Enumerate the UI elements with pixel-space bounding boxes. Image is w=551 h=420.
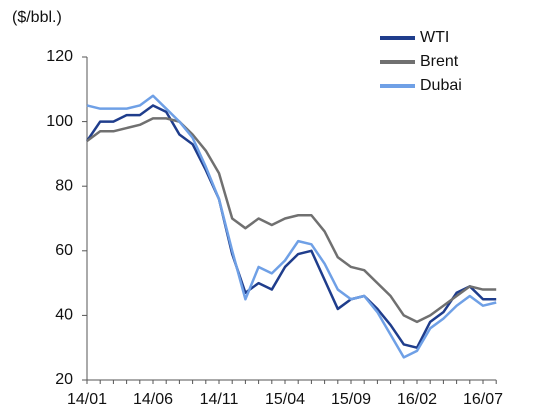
x-tick-label: 14/01: [67, 391, 107, 408]
line-series: [86, 117, 497, 324]
line-series: [86, 94, 497, 359]
x-tick-label: 14/11: [200, 391, 239, 408]
line-series: [85, 104, 497, 349]
y-tick-label: 40: [55, 307, 73, 324]
x-tick-label: 15/09: [331, 391, 371, 408]
y-tick-label: 100: [46, 113, 73, 130]
x-tick-label: 14/06: [133, 391, 173, 408]
x-tick-label: 15/04: [265, 391, 305, 408]
axis-line: [86, 57, 497, 381]
x-tick-label: 16/02: [397, 391, 437, 408]
y-tick-label: 120: [46, 48, 73, 65]
y-axis-label: ($/bbl.): [12, 9, 62, 26]
y-tick-label: 20: [55, 371, 73, 388]
legend-label: WTI: [420, 29, 449, 46]
legend-label: Dubai: [420, 77, 462, 94]
y-tick-label: 60: [55, 242, 73, 259]
y-tick-label: 80: [55, 177, 73, 194]
legend-label: Brent: [420, 53, 459, 70]
x-tick-label: 16/07: [463, 391, 503, 408]
